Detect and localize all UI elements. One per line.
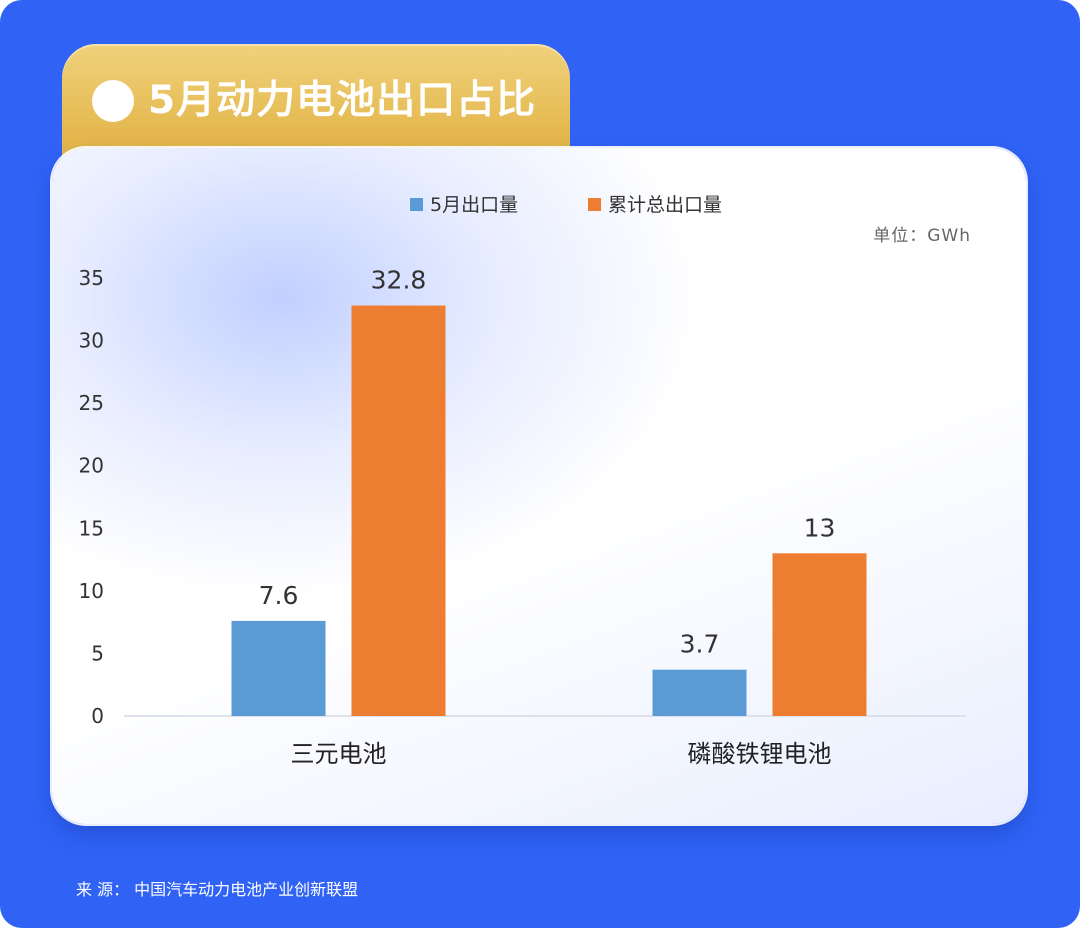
chart-title: 5月动力电池出口占比: [148, 78, 537, 123]
bar: [772, 553, 867, 716]
bar: [652, 669, 747, 716]
y-tick-label: 0: [91, 704, 104, 728]
y-tick-label: 20: [79, 454, 104, 478]
legend-swatch: [410, 198, 423, 211]
y-tick-label: 25: [79, 391, 104, 415]
source-note: 来 源： 中国汽车动力电池产业创新联盟: [76, 880, 359, 899]
y-tick-label: 15: [79, 516, 104, 540]
y-tick-label: 30: [79, 329, 104, 353]
x-category-label: 磷酸铁锂电池: [688, 740, 832, 768]
data-label: 13: [804, 513, 836, 542]
y-tick-label: 35: [79, 266, 104, 290]
x-category-label: 三元电池: [291, 740, 387, 768]
unit-label: 单位：GWh: [873, 226, 971, 246]
data-label: 32.8: [371, 266, 427, 295]
data-label: 3.7: [680, 630, 720, 659]
legend-label: 累计总出口量: [608, 194, 722, 216]
data-label: 7.6: [259, 581, 299, 610]
bar: [351, 305, 446, 716]
bar: [231, 620, 326, 716]
y-tick-label: 5: [91, 641, 104, 665]
legend-label: 5月出口量: [430, 194, 518, 216]
bullet-dot-icon: [92, 80, 134, 122]
legend-swatch: [588, 198, 601, 211]
y-tick-label: 10: [79, 579, 104, 603]
